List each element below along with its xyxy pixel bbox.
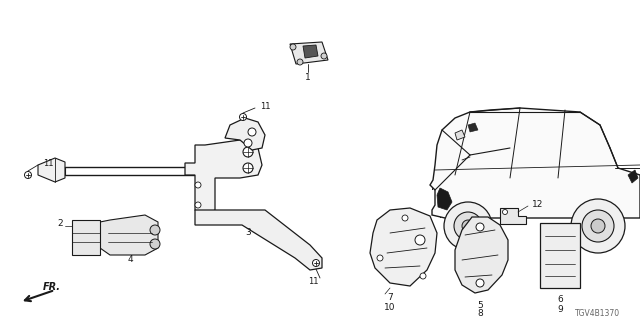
Text: 6: 6	[557, 295, 563, 305]
Text: 4: 4	[127, 255, 133, 265]
Circle shape	[377, 255, 383, 261]
Circle shape	[243, 147, 253, 157]
Text: 11: 11	[43, 158, 54, 167]
Circle shape	[321, 53, 327, 59]
Polygon shape	[455, 130, 465, 140]
Polygon shape	[38, 158, 65, 182]
Circle shape	[150, 225, 160, 235]
Text: 11: 11	[308, 277, 319, 286]
Polygon shape	[468, 123, 478, 132]
Text: 3: 3	[245, 228, 251, 236]
Polygon shape	[185, 140, 262, 215]
Circle shape	[420, 273, 426, 279]
Bar	[540, 223, 580, 288]
Text: 11: 11	[260, 101, 271, 110]
Text: 5: 5	[477, 300, 483, 309]
Polygon shape	[370, 208, 437, 286]
Text: FR.: FR.	[43, 282, 61, 292]
Circle shape	[462, 220, 474, 232]
Polygon shape	[628, 170, 638, 183]
Text: 10: 10	[384, 302, 396, 311]
Polygon shape	[225, 118, 265, 150]
Polygon shape	[455, 217, 508, 293]
Circle shape	[244, 139, 252, 147]
Polygon shape	[430, 108, 640, 218]
Circle shape	[150, 239, 160, 249]
Circle shape	[591, 219, 605, 233]
Polygon shape	[303, 45, 318, 58]
Circle shape	[312, 260, 319, 267]
Circle shape	[415, 235, 425, 245]
Circle shape	[243, 163, 253, 173]
Circle shape	[248, 128, 256, 136]
Circle shape	[476, 223, 484, 231]
Circle shape	[454, 212, 482, 240]
Circle shape	[571, 199, 625, 253]
Polygon shape	[437, 188, 452, 210]
Circle shape	[195, 202, 201, 208]
Circle shape	[195, 182, 201, 188]
Circle shape	[502, 210, 508, 214]
Text: 12: 12	[532, 199, 543, 209]
Circle shape	[402, 215, 408, 221]
Polygon shape	[195, 210, 322, 270]
Circle shape	[24, 172, 31, 179]
Circle shape	[476, 279, 484, 287]
Text: 1: 1	[305, 73, 311, 82]
Polygon shape	[290, 42, 328, 64]
Polygon shape	[500, 208, 526, 224]
Polygon shape	[72, 220, 100, 255]
Text: 2: 2	[57, 219, 63, 228]
Text: 7: 7	[387, 293, 393, 302]
Text: 8: 8	[477, 309, 483, 318]
Text: TGV4B1370: TGV4B1370	[575, 308, 620, 317]
Circle shape	[297, 59, 303, 65]
Circle shape	[239, 114, 246, 121]
Circle shape	[290, 44, 296, 50]
Polygon shape	[100, 215, 158, 255]
Text: 9: 9	[557, 305, 563, 314]
Circle shape	[444, 202, 492, 250]
Circle shape	[582, 210, 614, 242]
